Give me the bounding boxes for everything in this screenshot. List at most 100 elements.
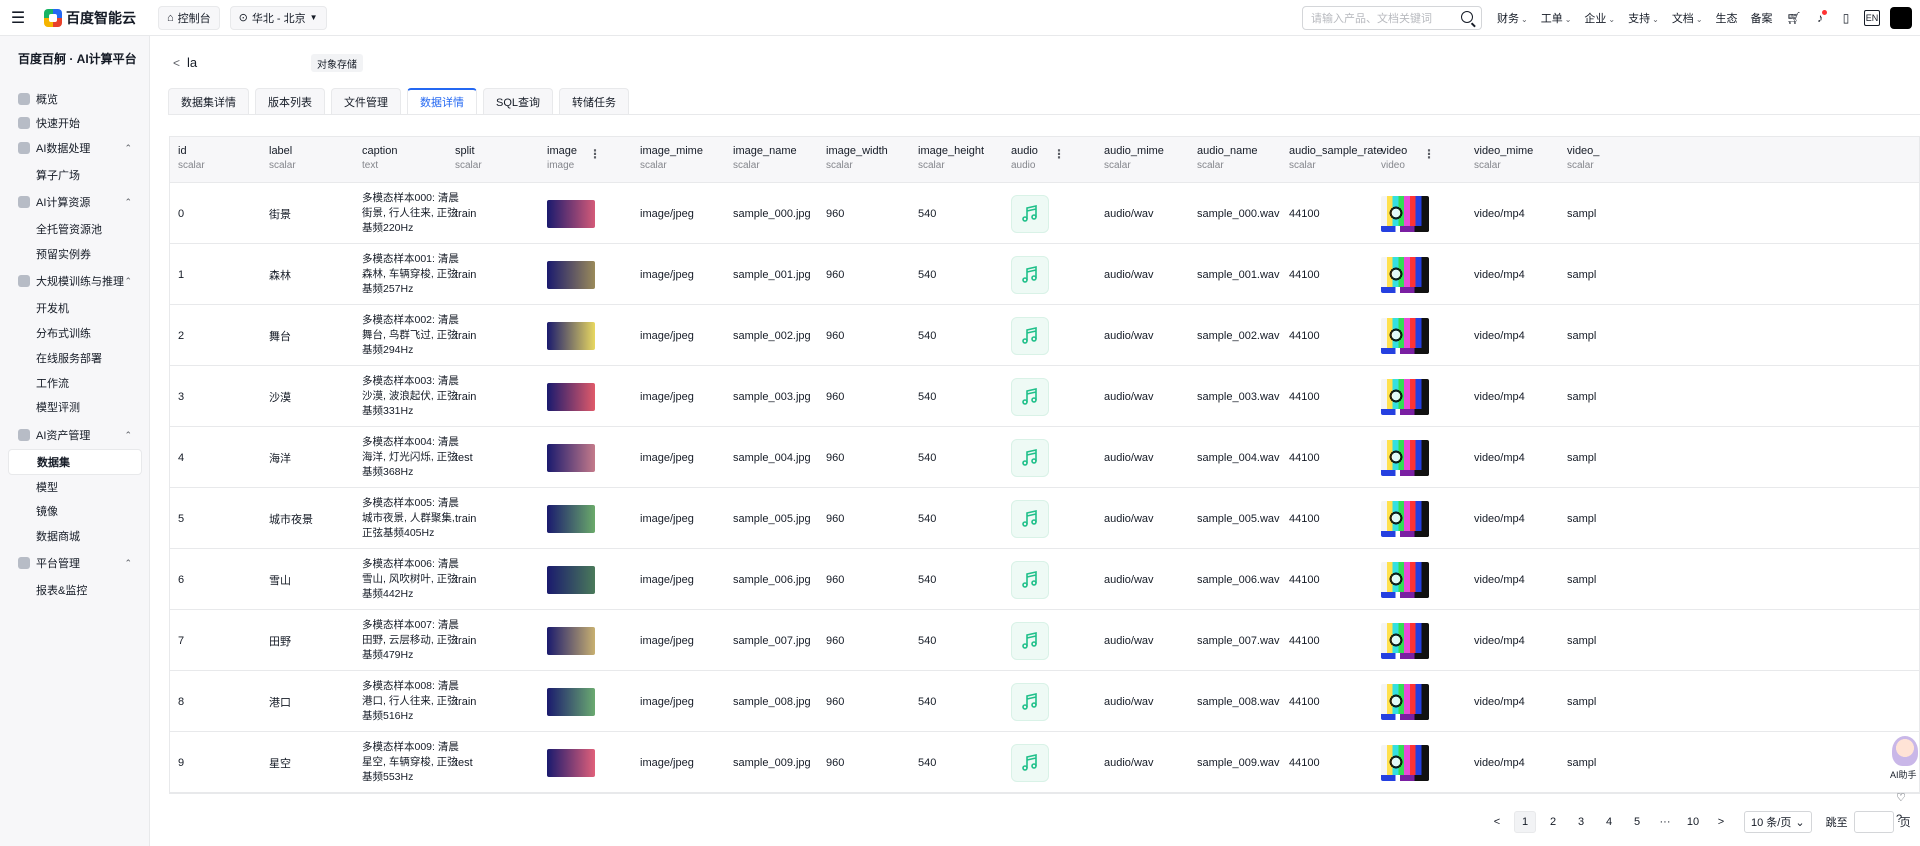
sidebar-item[interactable]: 工作流 — [8, 370, 142, 396]
top-nav-item[interactable]: 工单 ⌄ — [1541, 10, 1572, 26]
table-cell: image/jpeg — [640, 671, 694, 732]
sidebar-item[interactable]: 在线服务部署 — [8, 345, 142, 371]
top-nav-item[interactable]: 财务 ⌄ — [1497, 10, 1528, 26]
audio-player-button[interactable] — [1011, 621, 1049, 660]
sidebar-item[interactable]: 快速开始 — [8, 110, 142, 136]
audio-player-button[interactable] — [1011, 743, 1049, 782]
page-size-select[interactable]: 10 条/页 ⌄ — [1744, 811, 1812, 833]
more-vertical-icon[interactable]: ⋮ — [1423, 147, 1435, 161]
help-icon[interactable]: ? — [1896, 813, 1903, 825]
audio-player-button[interactable] — [1011, 438, 1049, 477]
video-thumbnail[interactable] — [1381, 744, 1429, 781]
audio-player-button[interactable] — [1011, 377, 1049, 416]
console-button[interactable]: ⌂ 控制台 — [158, 5, 220, 30]
column-type: scalar — [1474, 160, 1501, 171]
hamburger-menu-icon[interactable]: ☰ — [10, 9, 26, 27]
image-thumbnail[interactable] — [547, 199, 595, 228]
tab-0[interactable]: 数据集详情 — [168, 88, 249, 114]
region-selector[interactable]: ⊙ 华北 - 北京 ▼ — [229, 5, 327, 30]
image-thumbnail[interactable] — [547, 382, 595, 411]
cell-image-mime: image/jpeg — [640, 756, 694, 769]
sidebar-item[interactable]: 大规模训练与推理 ⌃ — [8, 268, 142, 294]
prev-page-button[interactable]: < — [1493, 816, 1501, 828]
image-thumbnail[interactable] — [547, 260, 595, 289]
top-nav-item[interactable]: 企业 ⌄ — [1584, 10, 1615, 26]
sidebar-item[interactable]: 模型 — [8, 474, 142, 500]
sidebar-item[interactable]: 开发机 — [8, 295, 142, 321]
page-button[interactable]: 2 — [1549, 816, 1557, 828]
video-thumbnail[interactable] — [1381, 317, 1429, 354]
page-button[interactable]: 5 — [1633, 816, 1641, 828]
search-icon[interactable] — [1461, 11, 1473, 23]
audio-player-button[interactable] — [1011, 316, 1049, 355]
column-header: image_mime scalar — [640, 145, 703, 171]
image-thumbnail[interactable] — [547, 687, 595, 716]
video-thumbnail[interactable] — [1381, 439, 1429, 476]
sidebar-item[interactable]: 模型评测 — [8, 394, 142, 420]
page-ellipsis[interactable]: ··· — [1659, 816, 1671, 828]
tab-1[interactable]: 版本列表 — [255, 88, 325, 114]
video-thumbnail[interactable] — [1381, 195, 1429, 232]
assistant-avatar[interactable] — [1892, 736, 1918, 766]
sidebar-item[interactable]: 分布式训练 — [8, 320, 142, 346]
image-thumbnail[interactable] — [547, 565, 595, 594]
audio-player-button[interactable] — [1011, 499, 1049, 538]
storage-type-tag: 对象存储 — [311, 54, 363, 72]
back-arrow-icon[interactable]: < — [173, 56, 181, 70]
search-input[interactable]: 请输入产品、文档关键词 — [1302, 6, 1482, 30]
sidebar-item[interactable]: 数据集 — [8, 449, 142, 475]
next-page-button[interactable]: > — [1717, 816, 1725, 828]
sidebar-item[interactable]: 数据商城 — [8, 523, 142, 549]
video-thumbnail[interactable] — [1381, 500, 1429, 537]
brand-logo[interactable]: 百度智能云 — [44, 8, 136, 28]
feedback-icon[interactable]: ♡ — [1896, 792, 1906, 804]
video-thumbnail[interactable] — [1381, 561, 1429, 598]
column-type: scalar — [455, 160, 482, 171]
tab-5[interactable]: 转储任务 — [559, 88, 630, 114]
sidebar-item[interactable]: 预留实例券 — [8, 241, 142, 267]
sidebar-item[interactable]: 平台管理 ⌃ — [8, 550, 142, 576]
image-thumbnail[interactable] — [547, 504, 595, 533]
top-nav-item[interactable]: 支持 ⌄ — [1628, 10, 1659, 26]
sidebar-item[interactable]: AI计算资源 ⌃ — [8, 189, 142, 215]
audio-player-button[interactable] — [1011, 682, 1049, 721]
video-thumbnail[interactable] — [1381, 378, 1429, 415]
more-vertical-icon[interactable]: ⋮ — [589, 147, 601, 161]
audio-player-button[interactable] — [1011, 255, 1049, 294]
ai-assistant[interactable]: AI助手 ♡ ? — [1890, 736, 1920, 846]
sidebar-item[interactable]: 全托管资源池 — [8, 216, 142, 242]
video-thumbnail[interactable] — [1381, 622, 1429, 659]
image-thumbnail[interactable] — [547, 321, 595, 350]
avatar[interactable] — [1890, 7, 1912, 29]
video-thumbnail[interactable] — [1381, 683, 1429, 720]
top-nav-item[interactable]: 备案 — [1751, 10, 1773, 26]
tab-2[interactable]: 文件管理 — [331, 88, 401, 114]
cell-video-mime: video/mp4 — [1474, 390, 1525, 403]
sidebar-item[interactable]: 算子广场 — [8, 162, 142, 188]
image-thumbnail[interactable] — [547, 748, 595, 777]
top-nav-item[interactable]: 生态 — [1716, 10, 1738, 26]
bell-icon[interactable]: ♪︎ — [1812, 10, 1828, 26]
top-nav-item[interactable]: 文档 ⌄ — [1672, 10, 1703, 26]
page-jump-input[interactable] — [1853, 811, 1894, 833]
video-thumbnail[interactable] — [1381, 256, 1429, 293]
page-button[interactable]: 4 — [1605, 816, 1613, 828]
tab-4[interactable]: SQL查询 — [483, 88, 554, 114]
sidebar-item[interactable]: 报表&监控 — [8, 577, 142, 603]
image-thumbnail[interactable] — [547, 443, 595, 472]
page-button[interactable]: 1 — [1514, 811, 1536, 833]
page-button[interactable]: 10 — [1686, 816, 1700, 828]
audio-player-button[interactable] — [1011, 194, 1049, 233]
phone-icon[interactable]: ▯ — [1842, 11, 1850, 25]
cart-icon[interactable]: 🛒︎ — [1786, 11, 1802, 25]
tab-3[interactable]: 数据详情 — [407, 88, 477, 114]
audio-player-button[interactable] — [1011, 560, 1049, 599]
sidebar-item[interactable]: 概览 — [8, 86, 142, 112]
sidebar-item[interactable]: AI资产管理 ⌃ — [8, 422, 142, 448]
more-vertical-icon[interactable]: ⋮ — [1053, 147, 1065, 161]
image-thumbnail[interactable] — [547, 626, 595, 655]
page-button[interactable]: 3 — [1577, 816, 1585, 828]
language-toggle[interactable]: EN — [1864, 10, 1880, 26]
sidebar-item[interactable]: AI数据处理 ⌃ — [8, 135, 142, 161]
sidebar-item[interactable]: 镜像 — [8, 498, 142, 524]
